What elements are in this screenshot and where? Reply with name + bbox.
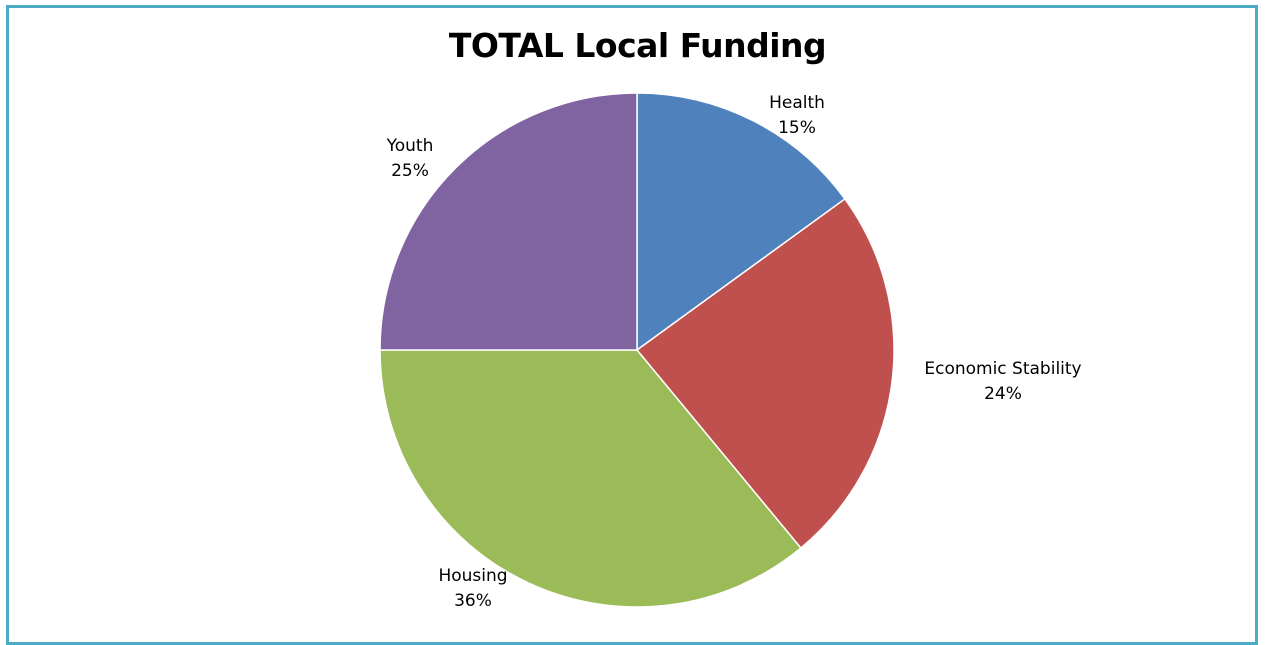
- slice-label-economic-stability: Economic Stability: [924, 359, 1081, 379]
- slice-percent-health: 15%: [778, 118, 816, 138]
- slice-percent-youth: 25%: [391, 161, 429, 181]
- pie-chart: Health 15% Economic Stability 24% Housing 36%…: [379, 92, 1082, 611]
- slice-label-housing: Housing: [438, 566, 507, 586]
- slice-percent-housing: 36%: [454, 591, 492, 611]
- slice-percent-economic-stability: 24%: [984, 384, 1022, 404]
- pie-slice-economic-stability: [635, 197, 895, 550]
- slice-label-health: Health: [769, 93, 825, 113]
- pie-slice-housing: [379, 349, 802, 608]
- chart-title: TOTAL Local Funding: [448, 26, 827, 65]
- pie-labels: Health 15% Economic Stability 24% Housing 36%…: [386, 93, 1082, 611]
- slice-label-youth: Youth: [386, 136, 434, 156]
- pie-slice-youth: [379, 92, 638, 351]
- pie-slice-health: [636, 92, 846, 352]
- pie-slices: [379, 92, 895, 608]
